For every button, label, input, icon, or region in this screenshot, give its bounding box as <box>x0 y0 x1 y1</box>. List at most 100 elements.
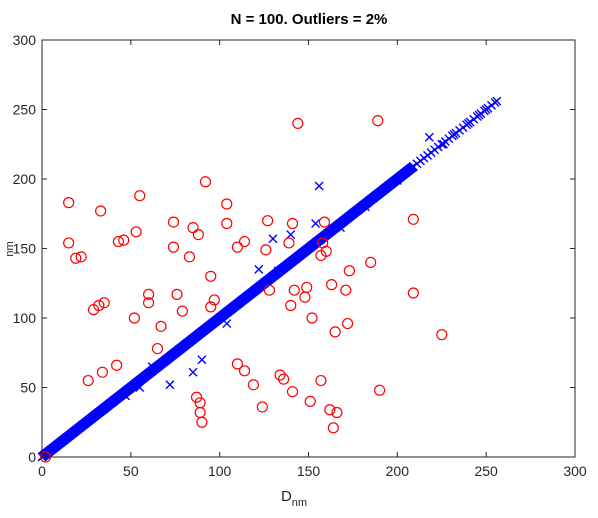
circle-point <box>128 312 140 324</box>
y-axis-label: nm <box>4 241 16 256</box>
cross-point <box>360 202 370 212</box>
circle-point <box>318 216 331 228</box>
chart-title: N = 100. Outliers = 2% <box>231 11 388 28</box>
circle-point <box>286 217 299 230</box>
x-tick-label: 300 <box>563 463 587 479</box>
circle-point <box>299 291 311 303</box>
circle-point <box>341 317 354 330</box>
circle-point <box>183 251 196 263</box>
cross-point <box>268 234 278 244</box>
circle-point <box>75 251 87 263</box>
circle-point <box>263 284 276 296</box>
y-tick-label: 200 <box>13 171 37 187</box>
circle-point <box>176 305 188 317</box>
x-tick-label: 250 <box>474 463 498 479</box>
circle-point <box>205 270 217 282</box>
circle-point <box>221 198 233 210</box>
cross-point <box>439 139 449 149</box>
x-axis-label-main: D <box>281 488 292 505</box>
cross-point <box>254 264 264 274</box>
circle-point <box>187 222 199 234</box>
y-tick-labels: 0 50 100 150 200 250 300 <box>13 32 37 465</box>
cross-point <box>481 105 491 114</box>
circle-point <box>63 237 75 249</box>
circle-point <box>407 213 419 225</box>
cross-point <box>311 218 321 228</box>
y-tick-label: 0 <box>28 449 36 465</box>
cross-point <box>463 118 473 128</box>
circle-point <box>436 329 448 341</box>
circle-point <box>167 241 180 253</box>
circle-point <box>327 422 339 434</box>
circle-point <box>247 379 260 391</box>
y-axis-label-sub: nm <box>4 241 16 256</box>
circle-point <box>260 244 272 256</box>
cross-point <box>222 319 232 329</box>
cross-point <box>474 110 484 120</box>
x-tick-label: 50 <box>123 463 139 479</box>
circle-point <box>192 229 204 241</box>
y-tick-label: 100 <box>13 310 37 326</box>
y-tick-label: 300 <box>13 32 37 48</box>
circle-point <box>151 342 164 355</box>
circle-point <box>365 256 377 268</box>
cross-point <box>188 367 198 377</box>
x-tick-label: 0 <box>38 463 46 479</box>
x-tick-label: 200 <box>386 463 410 479</box>
circle-point <box>343 265 355 277</box>
circle-point <box>329 326 341 338</box>
circle-point <box>238 365 251 377</box>
circle-point <box>315 374 327 387</box>
circle-point <box>190 391 203 403</box>
x-tick-label: 150 <box>297 463 321 479</box>
cross-point <box>135 383 145 392</box>
circle-point <box>143 297 155 309</box>
cross-point <box>273 266 283 276</box>
circle-point <box>324 404 336 416</box>
circle-point <box>373 384 386 396</box>
circle-point <box>171 288 183 300</box>
x-axis-label-sub: nm <box>292 497 307 509</box>
cross-point <box>197 355 207 365</box>
y-tick-label: 150 <box>13 241 37 257</box>
cross-point <box>147 362 157 372</box>
circle-point <box>167 216 180 228</box>
circle-point <box>231 241 244 253</box>
cross-point <box>99 403 109 413</box>
cross-point <box>286 230 296 240</box>
cross-point <box>121 391 130 401</box>
cross-point <box>108 396 118 406</box>
circle-point <box>372 115 384 127</box>
y-tick-label: 250 <box>13 102 37 118</box>
circle-point <box>70 252 82 264</box>
circle-point <box>63 197 75 209</box>
x-tick-labels: 0 50 100 150 200 250 300 <box>38 463 587 479</box>
circle-point <box>238 235 251 248</box>
circle-point <box>231 358 244 370</box>
circle-point <box>221 217 233 230</box>
cross-point <box>335 223 345 233</box>
circle-point <box>112 235 124 248</box>
circle-point <box>118 234 130 246</box>
cross-point <box>392 175 402 185</box>
data-marks <box>37 96 502 463</box>
circle-point <box>199 176 212 188</box>
circle-point <box>286 386 299 398</box>
circle-point <box>262 215 274 227</box>
circle-point <box>208 294 220 306</box>
circle-point <box>205 301 217 313</box>
cross-point <box>449 130 459 140</box>
circle-point <box>278 373 290 385</box>
circle-point <box>134 190 146 202</box>
x-tick-label: 100 <box>208 463 232 479</box>
circle-point <box>325 279 338 291</box>
circle-point <box>87 304 100 316</box>
circle-point <box>95 205 107 217</box>
circle-point <box>143 288 155 300</box>
circle-point <box>82 374 94 387</box>
circle-point <box>98 297 110 309</box>
cross-point <box>165 380 175 390</box>
svg-text:Dnm: Dnm <box>281 488 307 509</box>
circle-point <box>196 416 208 428</box>
